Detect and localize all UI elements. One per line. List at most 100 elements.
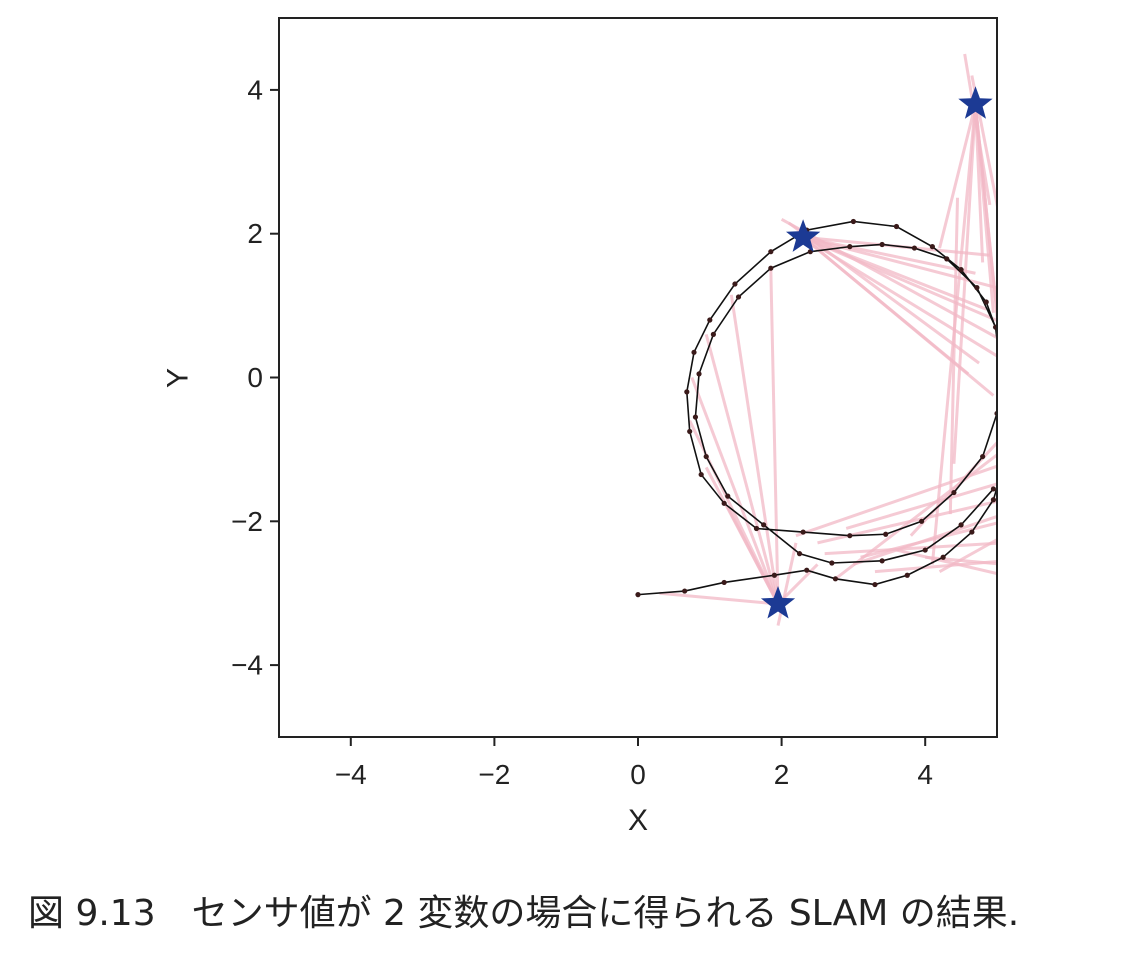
x-ticks: −4 −2 0 2 4 <box>335 737 933 790</box>
trajectory-point-48 <box>696 371 702 377</box>
trajectory-point-3 <box>771 572 778 578</box>
trajectory-point-39 <box>974 285 980 291</box>
trajectory-point-34 <box>951 489 957 496</box>
y-tick-label-2: 0 <box>247 362 263 393</box>
slam-plot: −4 −2 0 2 4 −4 −2 0 2 4 X Y <box>162 17 1010 837</box>
trajectory-point-57 <box>958 522 964 528</box>
y-tick-label-1: −2 <box>231 506 263 537</box>
trajectory-point-56 <box>922 547 928 553</box>
trajectory-point-43 <box>847 244 853 250</box>
observation-line-9 <box>787 221 980 365</box>
trajectory-point-18 <box>893 223 900 230</box>
y-tick-label-0: −4 <box>231 650 263 681</box>
observation-line-40 <box>925 555 997 566</box>
trajectory-point-46 <box>735 294 742 300</box>
observation-line-20 <box>769 269 780 605</box>
trajectory-point-7 <box>904 572 910 578</box>
trajectory-point-4 <box>804 567 810 573</box>
observation-line-19 <box>948 197 960 515</box>
trajectory-point-21 <box>768 249 774 255</box>
trajectory-point-30 <box>800 529 806 535</box>
observation-line-16 <box>938 103 977 249</box>
trajectory-point-9 <box>969 529 975 535</box>
x-axis-label: X <box>628 804 648 837</box>
landmark-star-2 <box>760 586 796 619</box>
trajectory-point-6 <box>872 581 878 588</box>
trajectory-point-52 <box>761 522 767 528</box>
observation-line-5 <box>802 235 976 275</box>
trajectory-point-37 <box>998 368 1003 373</box>
trajectory-point-42 <box>879 241 885 248</box>
x-tick-label-1: −2 <box>478 759 510 790</box>
x-tick-label-2: 0 <box>630 759 646 790</box>
trajectory-point-19 <box>850 218 857 225</box>
observation-line-27 <box>659 591 779 606</box>
trajectory-point-33 <box>919 518 925 524</box>
trajectory-point-55 <box>879 558 885 564</box>
trajectory-point-11 <box>1002 461 1007 466</box>
trajectory-point-40 <box>944 256 950 262</box>
trajectory-point-26 <box>687 428 693 435</box>
figure-caption: 図 9.13 センサ値が 2 変数の場合に得られる SLAM の結果. <box>28 893 1020 934</box>
trajectory-point-8 <box>940 554 946 560</box>
observation-line-32 <box>845 482 997 530</box>
trajectory-point-28 <box>721 500 727 506</box>
trajectory-point-27 <box>698 471 704 478</box>
landmark-star-0 <box>786 219 821 252</box>
observation-line-36 <box>896 548 997 576</box>
x-tick-label-0: −4 <box>335 759 367 790</box>
plot-frame <box>278 17 998 738</box>
observation-line-8 <box>780 218 997 340</box>
trajectory-point-51 <box>725 493 731 499</box>
trajectory-point-5 <box>832 576 839 582</box>
y-tick-label-4: 4 <box>247 74 263 105</box>
trajectory-point-12 <box>1005 418 1010 423</box>
trajectory-point-41 <box>911 245 918 251</box>
observation-line-22 <box>704 333 780 605</box>
trajectory-point-25 <box>684 389 690 395</box>
observation-line-26 <box>726 506 780 605</box>
y-ticks: −4 −2 0 2 4 <box>231 74 279 681</box>
observation-line-17 <box>963 53 992 206</box>
trajectory-point-54 <box>829 560 835 566</box>
trajectory-point-15 <box>983 299 989 305</box>
observation-lines <box>659 53 997 626</box>
trajectory-point-49 <box>692 414 699 420</box>
trajectory-path <box>635 218 1010 598</box>
observation-line-14 <box>952 104 977 464</box>
y-axis-label: Y <box>162 368 195 388</box>
x-tick-label-4: 4 <box>917 759 933 790</box>
trajectory-point-58 <box>990 486 997 492</box>
trajectory-point-13 <box>1003 375 1008 380</box>
trajectory-point-47 <box>710 331 716 337</box>
observation-line-39 <box>909 440 997 537</box>
observation-line-23 <box>690 376 780 605</box>
trajectory-point-2 <box>721 579 727 586</box>
trajectory-point-23 <box>707 317 713 323</box>
trajectory-point-53 <box>796 551 803 557</box>
trajectory-point-29 <box>753 525 760 532</box>
trajectory-point-10 <box>990 497 997 503</box>
trajectory-point-17 <box>929 244 935 250</box>
observation-line-21 <box>729 294 780 605</box>
trajectory-point-24 <box>691 349 697 355</box>
observation-line-38 <box>834 453 997 581</box>
trajectory-point-45 <box>768 265 774 271</box>
trajectory-point-1 <box>682 588 688 594</box>
trajectory-point-16 <box>958 267 964 273</box>
landmarks <box>760 86 993 619</box>
trajectory-point-0 <box>635 592 641 598</box>
trajectory-point-32 <box>883 531 889 537</box>
trajectory-point-35 <box>980 453 986 460</box>
y-tick-label-3: 2 <box>247 218 263 249</box>
trajectory-point-14 <box>998 339 1003 344</box>
landmark-star-1 <box>958 86 993 119</box>
trajectory-point-31 <box>847 533 853 539</box>
observation-line-4 <box>802 236 995 397</box>
trajectory-point-50 <box>703 453 709 460</box>
observation-line-37 <box>938 537 997 573</box>
trajectory-point-38 <box>992 324 997 330</box>
observation-line-34 <box>824 541 997 556</box>
trajectory-point-22 <box>732 281 738 287</box>
x-tick-label-3: 2 <box>774 759 790 790</box>
